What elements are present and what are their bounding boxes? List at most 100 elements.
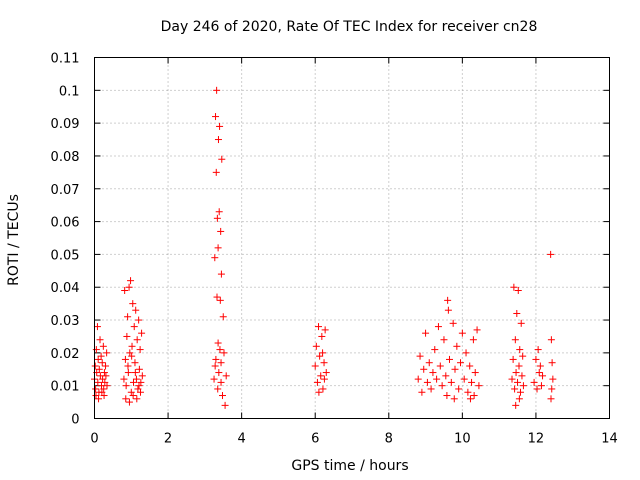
data-point xyxy=(138,329,146,337)
grid xyxy=(94,57,610,419)
data-point xyxy=(99,342,107,350)
data-point xyxy=(469,336,477,344)
data-point xyxy=(124,313,132,321)
y-tick-label: 0.02 xyxy=(51,347,80,362)
data-point xyxy=(516,346,524,354)
data-point xyxy=(128,352,136,360)
data-point xyxy=(212,113,220,121)
data-point xyxy=(508,375,516,383)
data-point xyxy=(213,293,221,301)
data-point xyxy=(518,372,526,380)
data-point xyxy=(103,349,111,357)
data-point xyxy=(516,388,524,396)
data-point xyxy=(100,392,108,400)
y-tick-label: 0.08 xyxy=(51,150,80,165)
y-tick-label: 0.03 xyxy=(51,314,80,329)
data-point xyxy=(217,359,225,367)
data-point xyxy=(512,401,520,409)
data-point xyxy=(133,395,141,403)
data-point xyxy=(431,346,439,354)
data-point xyxy=(135,365,143,373)
data-point xyxy=(136,346,144,354)
data-point xyxy=(121,287,129,295)
data-point xyxy=(433,375,441,383)
data-point xyxy=(215,369,223,377)
data-point xyxy=(120,375,128,383)
data-point xyxy=(211,254,219,262)
data-point xyxy=(512,369,520,377)
x-tick-label: 0 xyxy=(90,432,98,447)
data-point xyxy=(475,382,483,390)
data-point xyxy=(135,382,143,390)
data-point xyxy=(517,319,525,327)
data-point xyxy=(548,385,556,393)
data-point xyxy=(320,359,328,367)
data-point xyxy=(443,392,451,400)
data-point xyxy=(423,378,431,386)
data-point xyxy=(128,342,136,350)
y-tick-labels: 0 0.01 0.02 0.03 0.04 0.05 0.06 0.07 0.08 0.09 0.1… xyxy=(51,52,80,428)
data-point xyxy=(125,398,133,406)
data-point xyxy=(131,369,139,377)
y-tick-label: 0.04 xyxy=(51,281,80,296)
data-point xyxy=(414,375,422,383)
data-point xyxy=(317,372,325,380)
data-point xyxy=(214,244,222,252)
x-tick-label: 14 xyxy=(601,432,618,447)
data-point xyxy=(436,362,444,370)
data-point xyxy=(213,214,221,222)
data-point xyxy=(547,336,555,344)
data-point xyxy=(216,346,224,354)
data-point xyxy=(214,339,222,347)
data-point xyxy=(321,326,329,334)
data-point xyxy=(210,375,218,383)
data-point xyxy=(511,385,519,393)
data-point xyxy=(312,342,320,350)
data-point xyxy=(221,401,229,409)
data-point xyxy=(318,332,326,340)
data-point xyxy=(319,385,327,393)
data-point xyxy=(313,378,321,386)
data-point xyxy=(464,388,472,396)
data-point xyxy=(217,378,225,386)
data-point xyxy=(211,362,219,370)
data-point xyxy=(96,336,104,344)
data-point xyxy=(216,296,224,304)
data-point xyxy=(530,378,538,386)
data-point xyxy=(536,362,544,370)
data-point xyxy=(548,359,556,367)
data-point xyxy=(91,362,99,370)
data-point xyxy=(92,385,100,393)
data-point xyxy=(132,306,140,314)
data-point xyxy=(124,362,132,370)
y-tick-label: 0.11 xyxy=(51,52,80,67)
y-axis-label: ROTI / TECUs xyxy=(6,194,22,286)
data-point xyxy=(420,365,428,373)
data-point xyxy=(212,355,220,363)
data-point xyxy=(315,388,323,396)
data-point xyxy=(468,378,476,386)
data-point xyxy=(533,385,541,393)
y-tick-label: 0.1 xyxy=(59,84,80,99)
data-point xyxy=(473,326,481,334)
data-point xyxy=(444,306,452,314)
data-points xyxy=(91,86,557,409)
y-tick-label: 0.01 xyxy=(51,380,80,395)
data-point xyxy=(442,372,450,380)
data-point xyxy=(444,296,452,304)
data-point xyxy=(319,349,327,357)
data-point xyxy=(102,372,110,380)
data-point xyxy=(460,375,468,383)
y-tick-label: 0.06 xyxy=(51,216,80,231)
data-point xyxy=(215,208,223,216)
data-point xyxy=(471,369,479,377)
data-point xyxy=(222,372,230,380)
x-tick-label: 4 xyxy=(238,432,246,447)
data-point xyxy=(217,227,225,235)
data-point xyxy=(515,395,523,403)
data-point xyxy=(216,122,224,130)
data-point xyxy=(126,349,134,357)
data-point xyxy=(123,332,131,340)
data-point xyxy=(450,395,458,403)
data-point xyxy=(103,382,111,390)
